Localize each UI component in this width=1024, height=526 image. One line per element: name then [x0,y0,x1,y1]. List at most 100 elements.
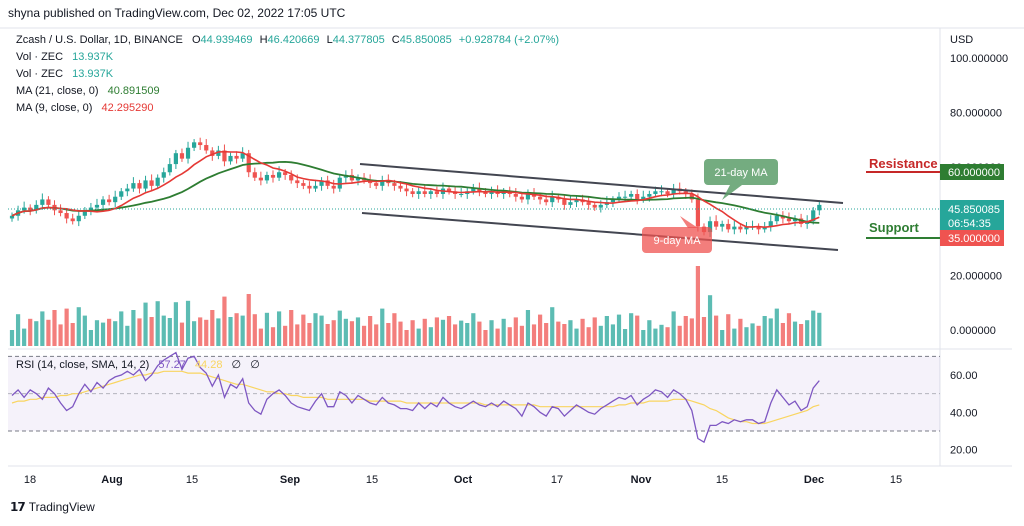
volume-bar [768,318,773,346]
volume-bar [714,315,719,346]
legend-c-value: 45.850085 [400,34,452,46]
volume-bar [501,318,506,346]
price-axis-currency: USD [950,34,973,46]
volume-bar [732,328,737,346]
candle-body [817,204,822,211]
candle-body [246,153,251,173]
lower-trendline[interactable] [361,212,839,251]
legend-change: +0.928784 (+2.07%) [459,34,559,46]
volume-bar [762,316,767,346]
volume-bar [28,318,33,346]
chart[interactable]: Resistance Support 21-day MA 9-day MA Zc… [0,0,1024,500]
candle-body [610,199,616,203]
candle-body [149,180,154,186]
legend-vol-1: Vol · ZEC 13.937K [16,51,114,63]
legend-l-value: 44.377805 [333,34,385,46]
volume-bar [519,325,524,346]
volume-bar [94,320,100,346]
candle-body [768,221,773,227]
volume-bar [592,317,597,346]
time-axis-labels: 18 Aug 15 Sep 15 Oct 17 Nov 15 Dec 15 [24,474,902,486]
candle-body [568,202,573,205]
volume-bar [616,314,622,346]
volume-bar [258,328,263,346]
volume-bar [313,313,318,346]
support-price-tag: 35.000000 [940,230,1004,246]
legend-ma9-value: 42.295290 [101,102,153,114]
candle-body [216,150,221,156]
candle-body [732,226,737,230]
volume-bar [665,327,670,346]
volume-bar [556,321,561,346]
ma21-callout-text: 21-day MA [714,167,768,179]
candle-body [720,223,725,227]
volume-bar [167,318,172,346]
volume-bar [744,327,749,346]
candle-body [410,191,415,194]
ma21-callout[interactable]: 21-day MA [704,159,778,200]
candle-body [525,194,531,200]
volume-bar [22,328,27,346]
volume-bar [228,317,233,346]
price-tick-label: 0.000000 [950,325,996,337]
support-label: Support [869,220,919,235]
volume-bar [125,325,130,346]
candle-body [325,180,330,186]
legend-row-1: Zcash / U.S. Dollar, 1D, BINANCE O44.939… [16,34,559,46]
candle-body [258,177,263,181]
candle-body [726,223,731,230]
volume-bar [622,329,628,346]
volume-bar [100,322,106,346]
legend-h-label: H [260,34,268,46]
candle-body [756,226,761,230]
volume-bar [531,324,537,346]
upper-trendline[interactable] [359,163,844,204]
candle-body [137,183,142,189]
candle-body [738,226,743,230]
volume-bar [756,325,761,346]
volume-bar [513,317,518,346]
ma21-line [11,160,820,224]
candle-body [40,199,45,205]
volume-bar [240,315,245,346]
candle-body [113,196,118,203]
volume-bar [410,320,415,346]
time-tick-label: 15 [366,474,378,486]
footer-brand[interactable]: 𝟭𝟳 TradingView [10,500,95,514]
resistance-price-tag: 60.000000 [940,164,1004,180]
volume-bar [337,310,342,346]
legend-c-label: C [392,34,400,46]
volume-bar [331,320,336,346]
candle-body [592,204,597,208]
ma9-callout-text: 9-day MA [653,235,701,247]
volume-bar [811,310,816,346]
candle-body [562,199,567,205]
volume-bar [720,330,725,346]
legend-ma21: MA (21, close, 0) 40.891509 [16,85,160,97]
volume-bar [319,315,324,346]
candle-body [82,210,87,216]
volume-bar [453,324,458,346]
candle-body [374,183,379,186]
volume-bar [173,302,178,346]
volume-bar [15,314,21,346]
volume-bar [143,302,148,346]
volume-bar [9,330,15,346]
ma9-callout[interactable]: 9-day MA [642,216,712,253]
candle-body [349,174,355,181]
candle-body [665,191,670,194]
volume-bar [131,310,136,346]
candle-body [671,188,676,194]
candle-body [198,142,203,146]
volume-bar [325,324,330,346]
candle-body [185,147,191,159]
volume-bar [58,324,63,346]
volume-bar [677,325,682,346]
price-tick-label: 100.000000 [950,53,1008,65]
legend-h-value: 46.420669 [268,34,320,46]
volume-bar [404,330,409,346]
candle-body [519,196,524,200]
legend-rsi: RSI (14, close, SMA, 14, 2) 57.27 44.28 … [16,359,260,371]
volume-bar [434,317,439,346]
rsi-line [11,351,820,444]
